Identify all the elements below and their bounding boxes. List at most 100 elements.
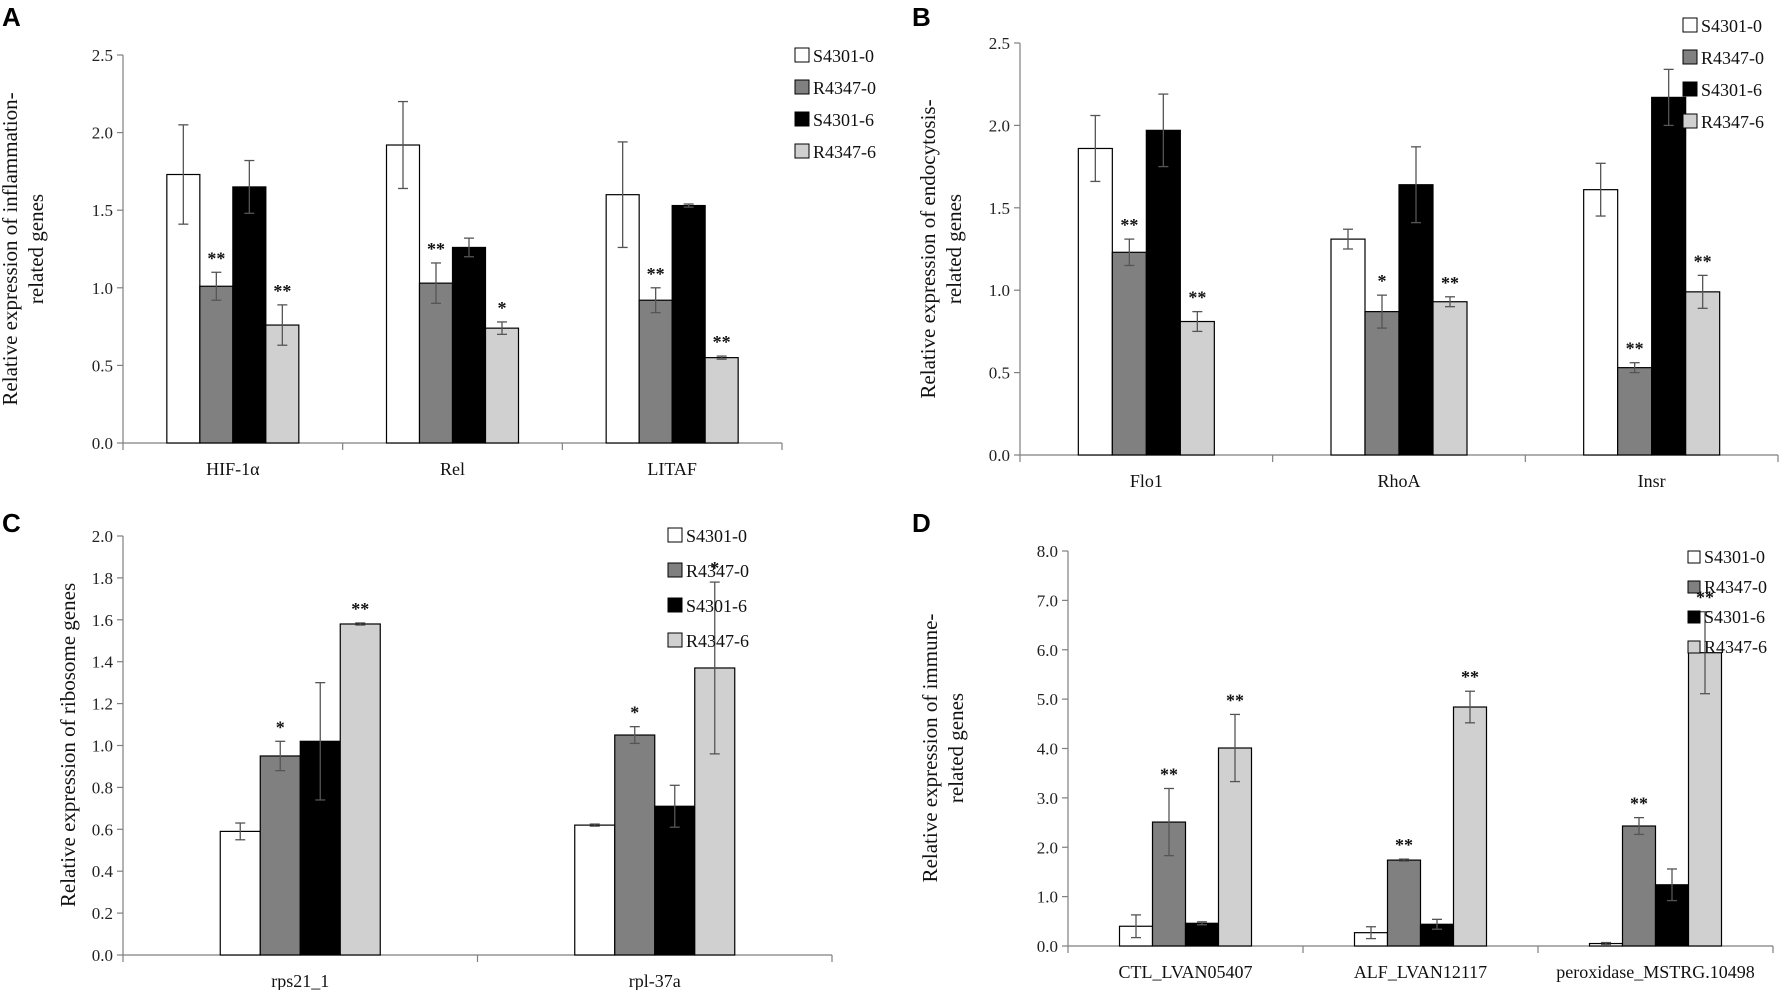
panel-c-significance-label: * bbox=[710, 558, 719, 578]
panel-c-legend-swatch bbox=[667, 527, 683, 543]
panel-c-legend-label: R4347-0 bbox=[686, 561, 749, 581]
panel-b-y-tick-label: 1.0 bbox=[989, 281, 1010, 300]
panel-c-legend-label: S4301-6 bbox=[686, 596, 747, 616]
panel-a-bar-r4347-6 bbox=[484, 327, 520, 444]
panel-c-legend-swatch bbox=[667, 632, 683, 648]
panel-c-category-label: rpl-37a bbox=[629, 971, 681, 990]
panel-d-y-tick-label: 2.0 bbox=[1037, 838, 1058, 857]
panel-c-bar-s4301-0 bbox=[219, 830, 261, 956]
panel-a-legend-label: S4301-6 bbox=[813, 110, 874, 130]
panel-b-category-label: Flo1 bbox=[1130, 471, 1163, 491]
panel-b-bar-r4347-6 bbox=[1432, 301, 1468, 456]
panel-a-y-tick-label: 2.0 bbox=[92, 124, 113, 143]
panel-c-y-tick-label: 2.0 bbox=[92, 527, 113, 546]
panel-b-bar-r4347-0 bbox=[1111, 251, 1147, 456]
panel-a-bar-s4301-6 bbox=[671, 204, 706, 444]
panel-b-significance-label: ** bbox=[1188, 288, 1206, 308]
panel-d-legend-label: R4347-0 bbox=[1704, 577, 1767, 597]
panel-d-legend-swatch bbox=[1687, 610, 1701, 624]
panel-b-bar-s4301-6 bbox=[1398, 184, 1434, 456]
panel-d-legend-swatch bbox=[1687, 550, 1701, 564]
panel-d-bar-s4301-6 bbox=[1184, 922, 1220, 947]
panel-b-y-tick-label: 2.0 bbox=[989, 116, 1010, 135]
panel-b-bar-s4301-0 bbox=[1583, 189, 1619, 456]
panel-a-legend-swatch bbox=[794, 47, 810, 63]
panel-c-bar-s4301-0 bbox=[574, 824, 616, 956]
panel-c-significance-label: ** bbox=[351, 599, 369, 619]
panel-b-legend-swatch bbox=[1682, 49, 1698, 65]
panel-b-y-tick-label: 2.5 bbox=[989, 34, 1010, 53]
panel-c-bar-r4347-6 bbox=[339, 623, 381, 956]
panel-a-legend-label: R4347-6 bbox=[813, 142, 876, 162]
panel-b-y-axis-label: related genes bbox=[942, 194, 966, 304]
panel-c: C 0.0 0.2 0.4 0.6 0.8 1.0 1.2 1.4 1.6 1.8 2.0 rps21_… bbox=[2, 508, 833, 990]
panel-a-letter: A bbox=[2, 2, 21, 32]
panel-b-bar-r4347-0 bbox=[1617, 367, 1653, 456]
panel-b-legend-swatch bbox=[1682, 81, 1698, 97]
panel-d: D 0.0 1.0 2.0 3.0 4.0 5.0 6.0 7.0 8.0 CTL_LVAN0540… bbox=[912, 508, 1774, 982]
panel-a-significance-label: ** bbox=[273, 281, 291, 301]
panel-b-letter: B bbox=[912, 2, 931, 32]
panel-d-y-axis-label: Relative expression of immune- bbox=[918, 614, 942, 883]
panel-d-legend-label: S4301-6 bbox=[1704, 607, 1765, 627]
panel-b-legend-label: R4347-6 bbox=[1701, 112, 1764, 132]
panel-c-significance-label: * bbox=[276, 717, 285, 737]
panel-a-y-tick-label: 0.0 bbox=[92, 434, 113, 453]
panel-d-legend-label: S4301-0 bbox=[1704, 547, 1765, 567]
panel-a-legend-swatch bbox=[794, 111, 810, 127]
panel-b-significance-label: ** bbox=[1626, 339, 1644, 359]
panel-c-significance-label: * bbox=[630, 703, 639, 723]
panel-b-legend-swatch bbox=[1682, 113, 1698, 129]
panel-c-y-tick-label: 0.4 bbox=[92, 862, 114, 881]
panel-a-category-label: HIF-1α bbox=[206, 459, 260, 479]
panel-a-legend-swatch bbox=[794, 143, 810, 159]
panel-b-significance-label: ** bbox=[1441, 273, 1459, 293]
panel-d-legend-label: R4347-6 bbox=[1704, 637, 1767, 657]
panel-a-bar-r4347-0 bbox=[418, 282, 454, 444]
panel-b-legend-label: S4301-6 bbox=[1701, 80, 1762, 100]
panel-b-legend-swatch bbox=[1682, 17, 1698, 33]
panel-a-y-tick-label: 2.5 bbox=[92, 46, 113, 65]
panel-a-legend-label: S4301-0 bbox=[813, 46, 874, 66]
panel-c-y-axis-label: Relative expression of ribosome genes bbox=[56, 583, 80, 907]
panel-a: A0.00.51.01.52.02.5HIF-1α****Rel***LITAF… bbox=[0, 2, 876, 479]
panel-d-significance-label: ** bbox=[1461, 667, 1479, 687]
panel-b-bar-s4301-0 bbox=[1077, 147, 1113, 456]
panel-a-bar-s4301-0 bbox=[385, 144, 421, 444]
panel-d-significance-label: ** bbox=[1226, 690, 1244, 710]
panel-d-significance-label: ** bbox=[1160, 764, 1178, 784]
panel-c-legend-swatch bbox=[667, 597, 683, 613]
panel-b-bar-r4347-6 bbox=[1685, 291, 1721, 456]
panel-b-bar-r4347-0 bbox=[1364, 311, 1400, 456]
panel-d-y-tick-label: 5.0 bbox=[1037, 690, 1058, 709]
panel-c-bar-r4347-0 bbox=[614, 734, 656, 956]
panel-a-bar-r4347-6 bbox=[704, 357, 739, 444]
panel-c-y-tick-label: 1.2 bbox=[92, 695, 113, 714]
panel-b-y-tick-label: 0.5 bbox=[989, 364, 1010, 383]
panel-d-y-tick-label: 3.0 bbox=[1037, 789, 1058, 808]
panel-a-y-tick-label: 0.5 bbox=[92, 356, 113, 375]
panel-a-y-tick-label: 1.5 bbox=[92, 201, 113, 220]
panel-d-y-tick-label: 7.0 bbox=[1037, 591, 1058, 610]
panel-b-bar-r4347-6 bbox=[1179, 320, 1215, 456]
panel-d-legend-swatch bbox=[1687, 640, 1701, 654]
panel-b-significance-label: * bbox=[1378, 271, 1387, 291]
panel-c-y-tick-label: 0.8 bbox=[92, 778, 113, 797]
panel-c-legend-label: S4301-0 bbox=[686, 526, 747, 546]
panel-b-y-tick-label: 0.0 bbox=[989, 446, 1010, 465]
panel-a-bar-r4347-0 bbox=[199, 285, 234, 444]
panel-a-bar-r4347-0 bbox=[638, 299, 673, 444]
panel-c-y-tick-label: 1.6 bbox=[92, 611, 113, 630]
panel-a-significance-label: ** bbox=[207, 248, 225, 268]
panel-c-y-tick-label: 1.4 bbox=[92, 653, 114, 672]
panel-b-significance-label: ** bbox=[1120, 215, 1138, 235]
panel-d-bar-r4347-6 bbox=[1452, 706, 1488, 947]
panel-b-bar-s4301-0 bbox=[1330, 238, 1366, 456]
panel-a-y-axis-label: Relative expression of inflammation- bbox=[0, 92, 22, 405]
panel-d-category-label: CTL_LVAN05407 bbox=[1118, 962, 1252, 982]
panel-c-y-tick-label: 0.6 bbox=[92, 820, 113, 839]
panel-b-y-tick-label: 1.5 bbox=[989, 199, 1010, 218]
panel-d-bar-r4347-6 bbox=[1687, 652, 1723, 947]
panel-b-legend-label: R4347-0 bbox=[1701, 48, 1764, 68]
